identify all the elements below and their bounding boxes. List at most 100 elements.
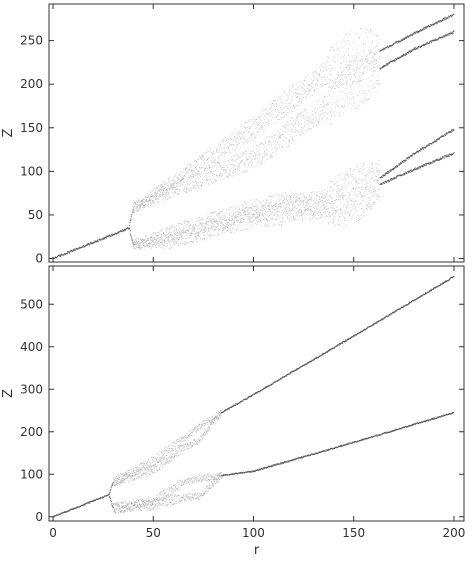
- data-point: [395, 42, 396, 43]
- data-point: [332, 190, 333, 191]
- data-point: [213, 235, 214, 236]
- data-point: [194, 228, 195, 229]
- data-point: [166, 231, 167, 232]
- data-point: [339, 115, 340, 116]
- data-point: [134, 210, 135, 211]
- data-point: [333, 212, 334, 213]
- data-point: [259, 144, 260, 145]
- data-point: [319, 67, 320, 68]
- data-point: [142, 205, 143, 206]
- data-point: [150, 240, 151, 241]
- data-point: [361, 86, 362, 87]
- data-point: [208, 221, 209, 222]
- data-point: [269, 220, 270, 221]
- data-point: [176, 175, 177, 176]
- data-point: [301, 201, 302, 202]
- data-point: [222, 148, 223, 149]
- data-point: [333, 218, 334, 219]
- data-point: [193, 165, 194, 166]
- data-point: [213, 153, 214, 154]
- data-point: [216, 151, 217, 152]
- data-point: [351, 108, 352, 109]
- data-point: [300, 205, 301, 206]
- data-point: [361, 28, 362, 29]
- data-point: [278, 195, 279, 196]
- data-point: [142, 204, 143, 205]
- data-point: [186, 235, 187, 236]
- data-point: [172, 188, 173, 189]
- y-tick-label: 50: [28, 208, 43, 222]
- data-point: [138, 239, 139, 240]
- data-point: [176, 242, 177, 243]
- data-point: [242, 137, 243, 138]
- data-point: [133, 204, 134, 205]
- data-point: [139, 243, 140, 244]
- data-point: [257, 208, 258, 209]
- data-point: [275, 195, 276, 196]
- data-point: [352, 98, 353, 99]
- data-point: [249, 126, 250, 127]
- data-point: [251, 207, 252, 208]
- data-point: [303, 118, 304, 119]
- data-point: [306, 113, 307, 114]
- data-point: [265, 226, 266, 227]
- data-point: [373, 71, 374, 72]
- data-point: [214, 212, 215, 213]
- data-point: [210, 148, 211, 149]
- data-point: [371, 162, 372, 163]
- data-point: [174, 176, 175, 177]
- data-point: [259, 117, 260, 118]
- data-point: [224, 151, 225, 152]
- data-point: [265, 202, 266, 203]
- data-point: [356, 57, 357, 58]
- data-point: [248, 216, 249, 217]
- data-point: [283, 99, 284, 100]
- data-point: [328, 68, 329, 69]
- data-point: [365, 179, 366, 180]
- data-point: [176, 238, 177, 239]
- data-point: [233, 170, 234, 171]
- data-point: [367, 167, 368, 168]
- data-point: [403, 55, 404, 56]
- data-point: [230, 138, 231, 139]
- data-point: [153, 191, 154, 192]
- data-point: [378, 174, 379, 175]
- data-point: [248, 219, 249, 220]
- data-point: [253, 216, 254, 217]
- data-point: [318, 74, 319, 75]
- data-point: [163, 188, 164, 189]
- data-point: [302, 94, 303, 95]
- data-point: [318, 215, 319, 216]
- data-point: [313, 205, 314, 206]
- data-point: [316, 203, 317, 204]
- data-point: [171, 236, 172, 237]
- data-point: [306, 96, 307, 97]
- data-point: [307, 199, 308, 200]
- data-point: [315, 199, 316, 200]
- data-point: [289, 89, 290, 90]
- data-point: [227, 137, 228, 138]
- data-point: [229, 213, 230, 214]
- data-point: [170, 244, 171, 245]
- data-point: [335, 62, 336, 63]
- data-point: [292, 124, 293, 125]
- data-point: [279, 104, 280, 105]
- data-point: [129, 222, 130, 223]
- data-point: [299, 94, 300, 95]
- data-point: [185, 243, 186, 244]
- data-point: [234, 140, 235, 141]
- data-point: [363, 73, 364, 74]
- data-point: [295, 127, 296, 128]
- data-point: [366, 100, 367, 101]
- data-point: [287, 195, 288, 196]
- data-point: [379, 196, 380, 197]
- data-point: [237, 211, 238, 212]
- data-point: [206, 178, 207, 179]
- data-point: [159, 199, 160, 200]
- data-point: [358, 81, 359, 82]
- data-point: [196, 242, 197, 243]
- data-point: [278, 138, 279, 139]
- data-point: [219, 149, 220, 150]
- data-point: [272, 212, 273, 213]
- data-point: [220, 153, 221, 154]
